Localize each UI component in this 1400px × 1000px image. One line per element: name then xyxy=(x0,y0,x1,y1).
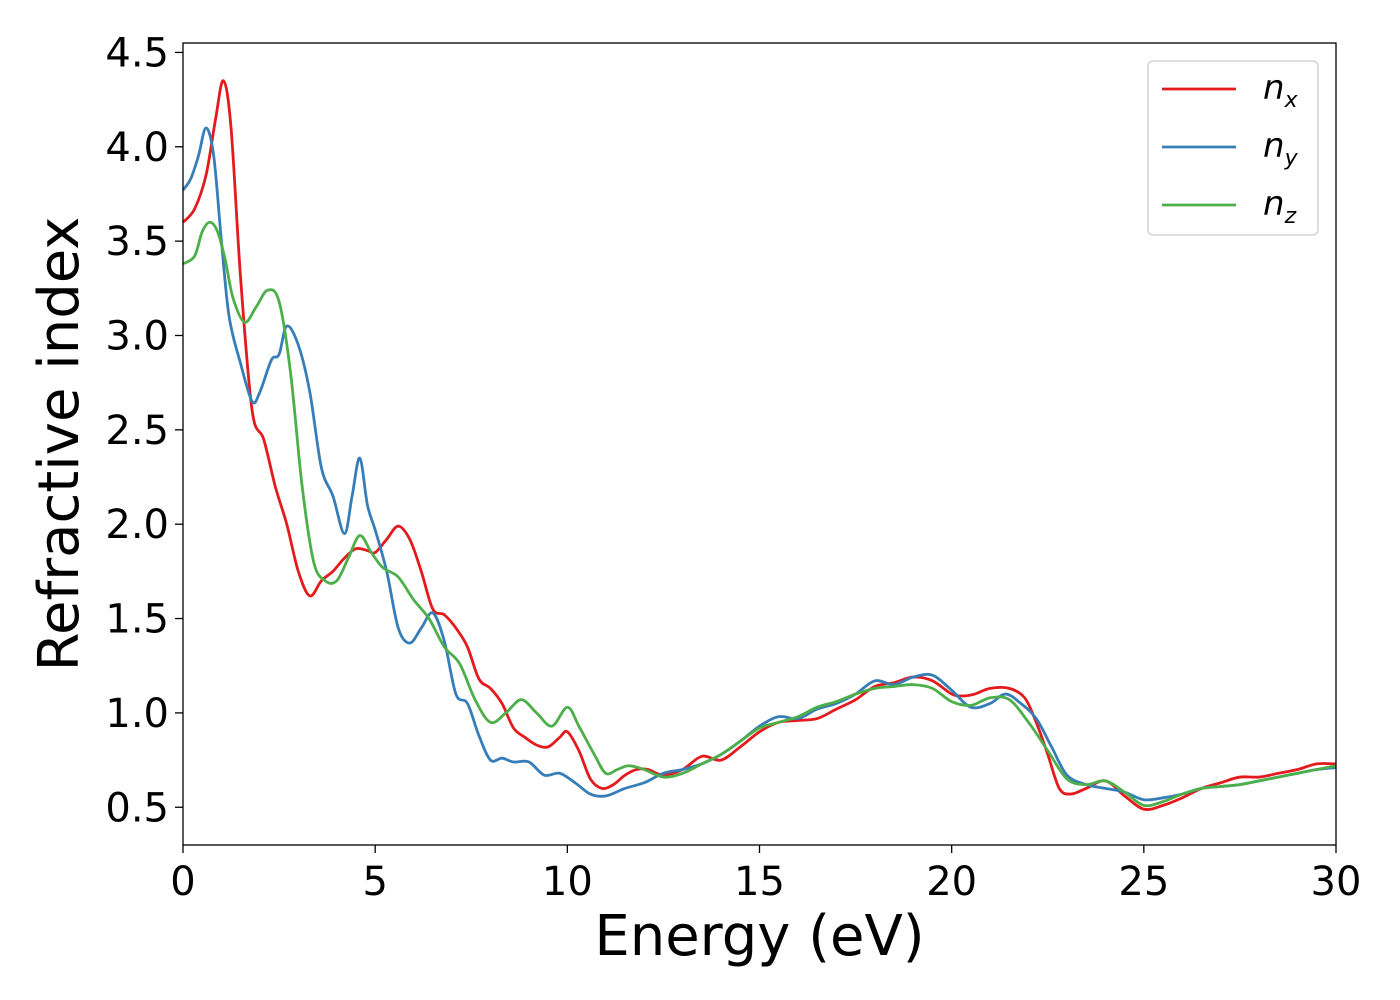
y-tick-label: 1.0 xyxy=(105,691,169,737)
legend-item-z: nz xyxy=(1162,184,1297,229)
legend-label: nz xyxy=(1263,184,1297,229)
y-tick-label: 1.5 xyxy=(105,597,169,643)
series-layer xyxy=(183,79,1336,811)
x-tick-label: 30 xyxy=(1311,859,1362,905)
series-line-z xyxy=(183,220,1336,808)
x-tick-label: 15 xyxy=(734,859,785,905)
y-tick-label: 0.5 xyxy=(105,785,169,831)
y-tick-label: 2.5 xyxy=(105,408,169,454)
y-axis-title: Refractive index xyxy=(27,217,92,672)
y-tick-label: 3.0 xyxy=(105,313,169,359)
x-axis-title: Energy (eV) xyxy=(594,904,924,969)
x-tick-label: 20 xyxy=(926,859,977,905)
y-axis-ticks: 0.5 1.0 1.5 2.0 2.5 3.0 3.5 4.0 4.5 xyxy=(105,30,183,831)
legend-label: ny xyxy=(1263,126,1299,171)
x-tick-label: 25 xyxy=(1118,859,1169,905)
y-tick-label: 4.0 xyxy=(105,125,169,171)
legend: nx ny nz xyxy=(1147,60,1319,236)
legend-item-x: nx xyxy=(1162,68,1299,113)
y-tick-label: 3.5 xyxy=(105,219,169,265)
y-tick-label: 2.0 xyxy=(105,502,169,548)
legend-item-y: ny xyxy=(1162,126,1299,171)
legend-label: nx xyxy=(1263,68,1299,113)
y-tick-label: 4.5 xyxy=(105,30,169,76)
x-tick-label: 0 xyxy=(170,859,195,905)
x-axis-ticks: 0 5 10 15 20 25 30 xyxy=(170,845,1361,905)
series-line-x xyxy=(183,79,1336,811)
x-tick-label: 5 xyxy=(362,859,387,905)
x-tick-label: 10 xyxy=(542,859,593,905)
